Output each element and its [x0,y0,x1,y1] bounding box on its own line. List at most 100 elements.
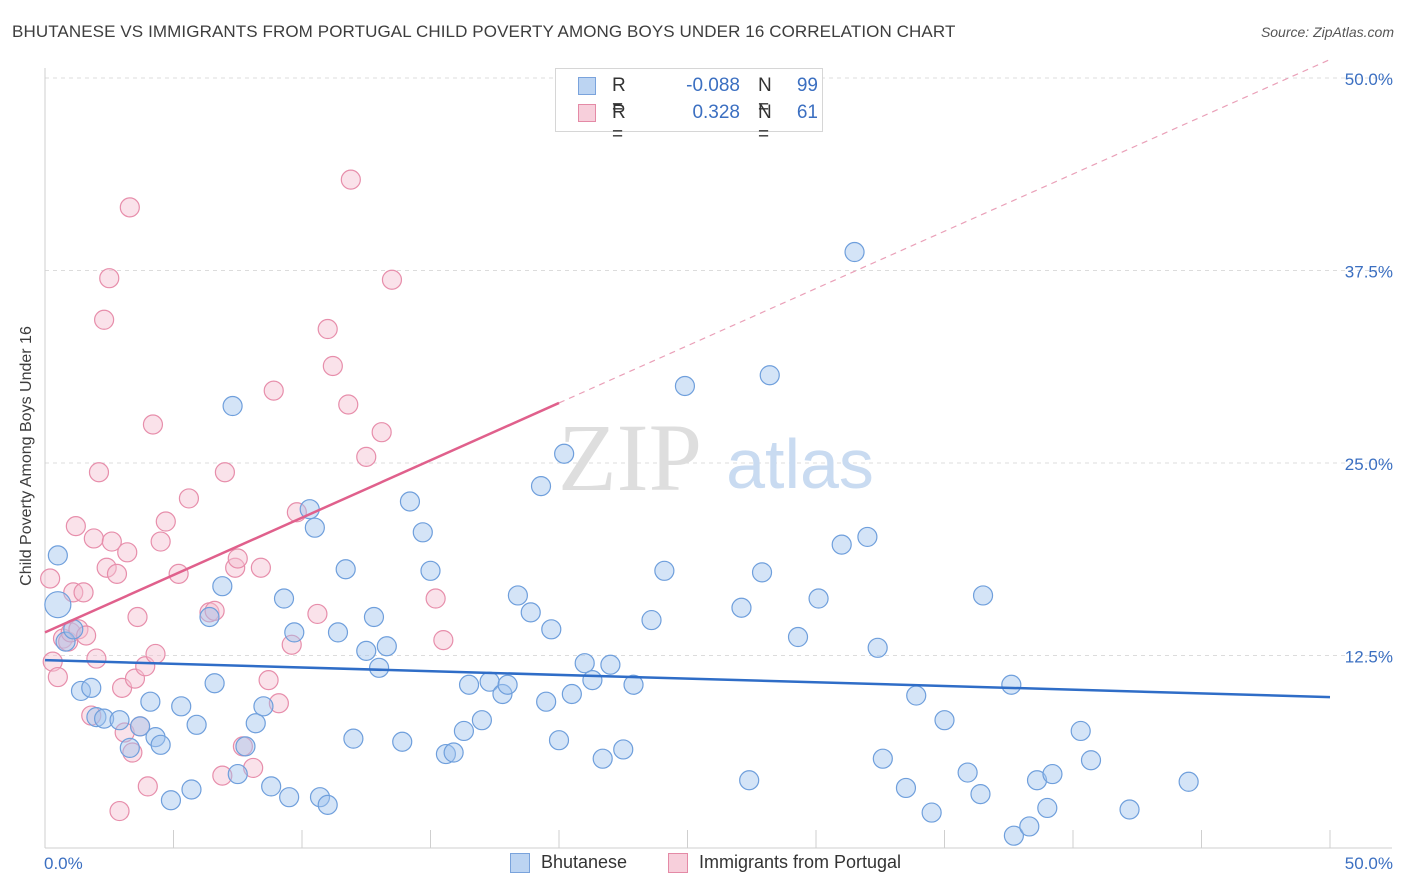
bhutanese-point [536,691,557,712]
bhutanese-point [81,677,102,698]
portugal-point [338,394,359,415]
bhutanese-point [739,770,760,791]
portugal-point [340,169,361,190]
bhutanese-point [1026,770,1048,791]
portugal-point [73,582,94,603]
bhutanese-point [1178,771,1199,792]
series-layer [40,169,1199,846]
bhutanese-point [171,696,192,717]
bhutanese-point [150,734,171,755]
bhutanese-point [420,560,441,581]
bhutanese-point [253,696,274,717]
y-axis-label: Child Poverty Among Boys Under 16 [18,326,35,586]
bhutanese-point [443,742,464,763]
portugal-point [106,563,128,584]
bhutanese-point [1119,799,1140,820]
portugal-point [119,197,140,218]
portugal-point [356,446,377,467]
legend-n-label: N = [758,75,772,118]
source-label: Source: ZipAtlas.com [1260,24,1394,40]
bhutanese-point [1080,750,1102,771]
bhutanese-point [222,395,243,417]
bhutanese-point [140,691,161,712]
trend-line-bhutanese [44,658,1331,699]
portugal-point [47,666,68,688]
chart-title: BHUTANESE VS IMMIGRANTS FROM PORTUGAL CH… [12,22,956,41]
portugal-point [433,629,454,651]
bhutanese-point [1019,816,1040,837]
y-tick-label-0: 12.5% [1345,648,1393,667]
watermark-atlas: atlas [726,425,874,503]
portugal-point [150,531,171,552]
bhutanese-point [1070,720,1091,742]
bhutanese-point [934,710,955,731]
bhutanese-point [731,597,752,618]
bhutanese-point [1003,825,1024,846]
bhutanese-point [369,657,390,678]
bhutanese-point [160,790,182,811]
portugal-point [117,542,138,563]
watermark-zip: ZIP [558,404,702,511]
portugal-point [263,380,284,401]
series-bhutanese [44,241,1199,846]
portugal-point [88,462,110,483]
bhutanese-point [787,626,809,648]
legend-swatch-portugal [578,104,596,122]
bhutanese-point [497,674,518,695]
portugal-point [65,516,86,537]
portugal-point [109,800,130,822]
portugal-point [425,588,446,609]
legend-n-label: N = [758,102,772,145]
bhutanese-point [520,602,541,623]
bhutanese-point [471,710,492,731]
portugal-point [212,765,233,786]
bhutanese-point [44,591,72,619]
legend-n-value: 61 [796,102,818,123]
portugal-point [99,268,120,289]
bhutanese-point [435,743,457,765]
bhutanese-point [507,585,528,606]
bhutanese-point [530,476,552,497]
portugal-point [317,318,338,340]
bhutanese-point [453,720,475,742]
bhutanese-point [561,683,582,705]
bhutanese-point [574,653,595,674]
bhutanese-point [399,491,421,512]
bhutanese-point [872,748,893,769]
bhutanese-point [245,713,266,734]
bhutanese-point [86,706,107,728]
portugal-point [101,531,122,552]
bhutanese-point [94,708,115,729]
portugal-point [137,776,158,797]
portugal-point [178,488,200,509]
bhutanese-point [227,763,248,785]
bhutanese-point [199,606,220,628]
bhutanese-point [181,779,202,800]
portugal-point [94,309,115,330]
bhutanese-point [412,522,433,543]
legend-r-label: R = [612,102,626,145]
bhutanese-point [356,640,377,661]
portugal-point [127,606,148,628]
legend-r-value: 0.328 [692,102,740,123]
bhutanese-point [335,559,356,580]
tick-labels: 12.5% 25.0% 37.5% 50.0% 0.0% 50.0% [44,70,1393,873]
bhutanese-point [492,683,513,705]
bhutanese-point [119,737,140,759]
bhutanese-point [1037,797,1058,819]
series-portugal [40,169,454,822]
bhutanese-point [1042,763,1063,785]
portugal-point [371,422,392,443]
bhutanese-point [279,787,300,808]
correlation-legend: R = -0.088 N = 99 R = 0.328 N = 61 [555,68,823,145]
legend-r-label: R = [612,75,626,118]
bhutanese-point [554,443,575,464]
portugal-point [227,548,248,569]
bhutanese-point [600,654,621,675]
grid-lines [45,77,1392,656]
bhutanese-point [751,562,773,583]
bhutanese-point [921,802,942,823]
portugal-point [214,462,235,483]
bhutanese-point [857,526,878,548]
